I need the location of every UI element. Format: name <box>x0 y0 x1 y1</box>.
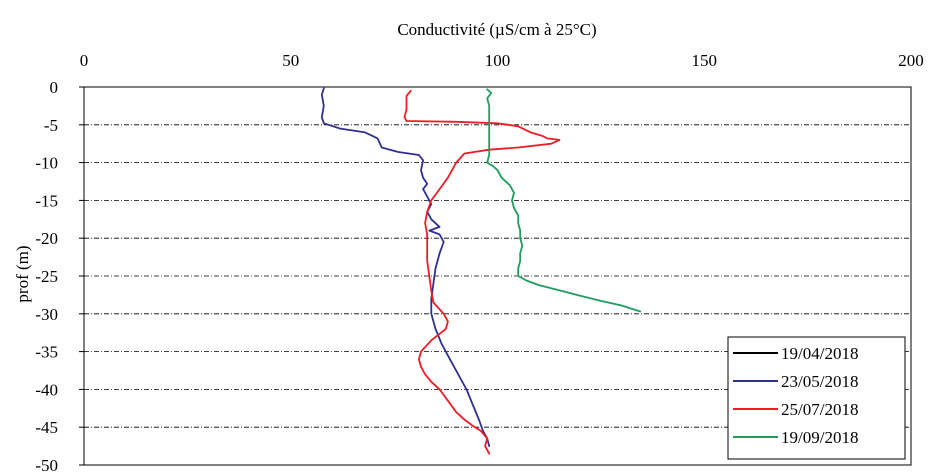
grid-lines <box>84 124 911 428</box>
legend-label: 19/04/2018 <box>781 344 858 363</box>
series-line <box>403 89 561 455</box>
x-tick-label: 200 <box>898 51 924 70</box>
legend-label: 25/07/2018 <box>781 400 858 419</box>
y-tick-label: -20 <box>35 229 58 248</box>
legend-label: 19/09/2018 <box>781 428 858 447</box>
series-line <box>486 88 642 313</box>
y-tick-label: -5 <box>44 116 58 135</box>
x-tick-label: 50 <box>282 51 299 70</box>
y-tick-label: -50 <box>35 456 58 473</box>
x-axis-title: Conductivité (µS/cm à 25°C) <box>397 20 596 39</box>
x-tick-label: 100 <box>485 51 511 70</box>
y-tick-label: -15 <box>35 191 58 210</box>
y-tick-label: -10 <box>35 154 58 173</box>
y-tick-label: -35 <box>35 343 58 362</box>
y-tick-label: 0 <box>50 78 59 97</box>
series-line <box>320 87 491 448</box>
y-axis-title: prof (m) <box>13 245 32 302</box>
series-lines <box>320 87 642 455</box>
y-axis-ticks <box>79 86 84 466</box>
legend-label: 23/05/2018 <box>781 372 858 391</box>
y-tick-label: -45 <box>35 418 58 437</box>
y-tick-label: -25 <box>35 267 58 286</box>
x-tick-label: 0 <box>80 51 89 70</box>
legend-box <box>727 336 906 460</box>
y-tick-label: -40 <box>35 380 58 399</box>
y-tick-labels: 0 -5 -10 -15 -20 -25 -30 -35 -40 -45 -50 <box>35 78 58 473</box>
x-tick-labels: 0 50 100 150 200 <box>80 51 924 70</box>
legend: 19/04/2018 23/05/2018 25/07/2018 19/09/2018 <box>727 336 906 460</box>
x-tick-label: 150 <box>692 51 718 70</box>
y-tick-label: -30 <box>35 305 58 324</box>
